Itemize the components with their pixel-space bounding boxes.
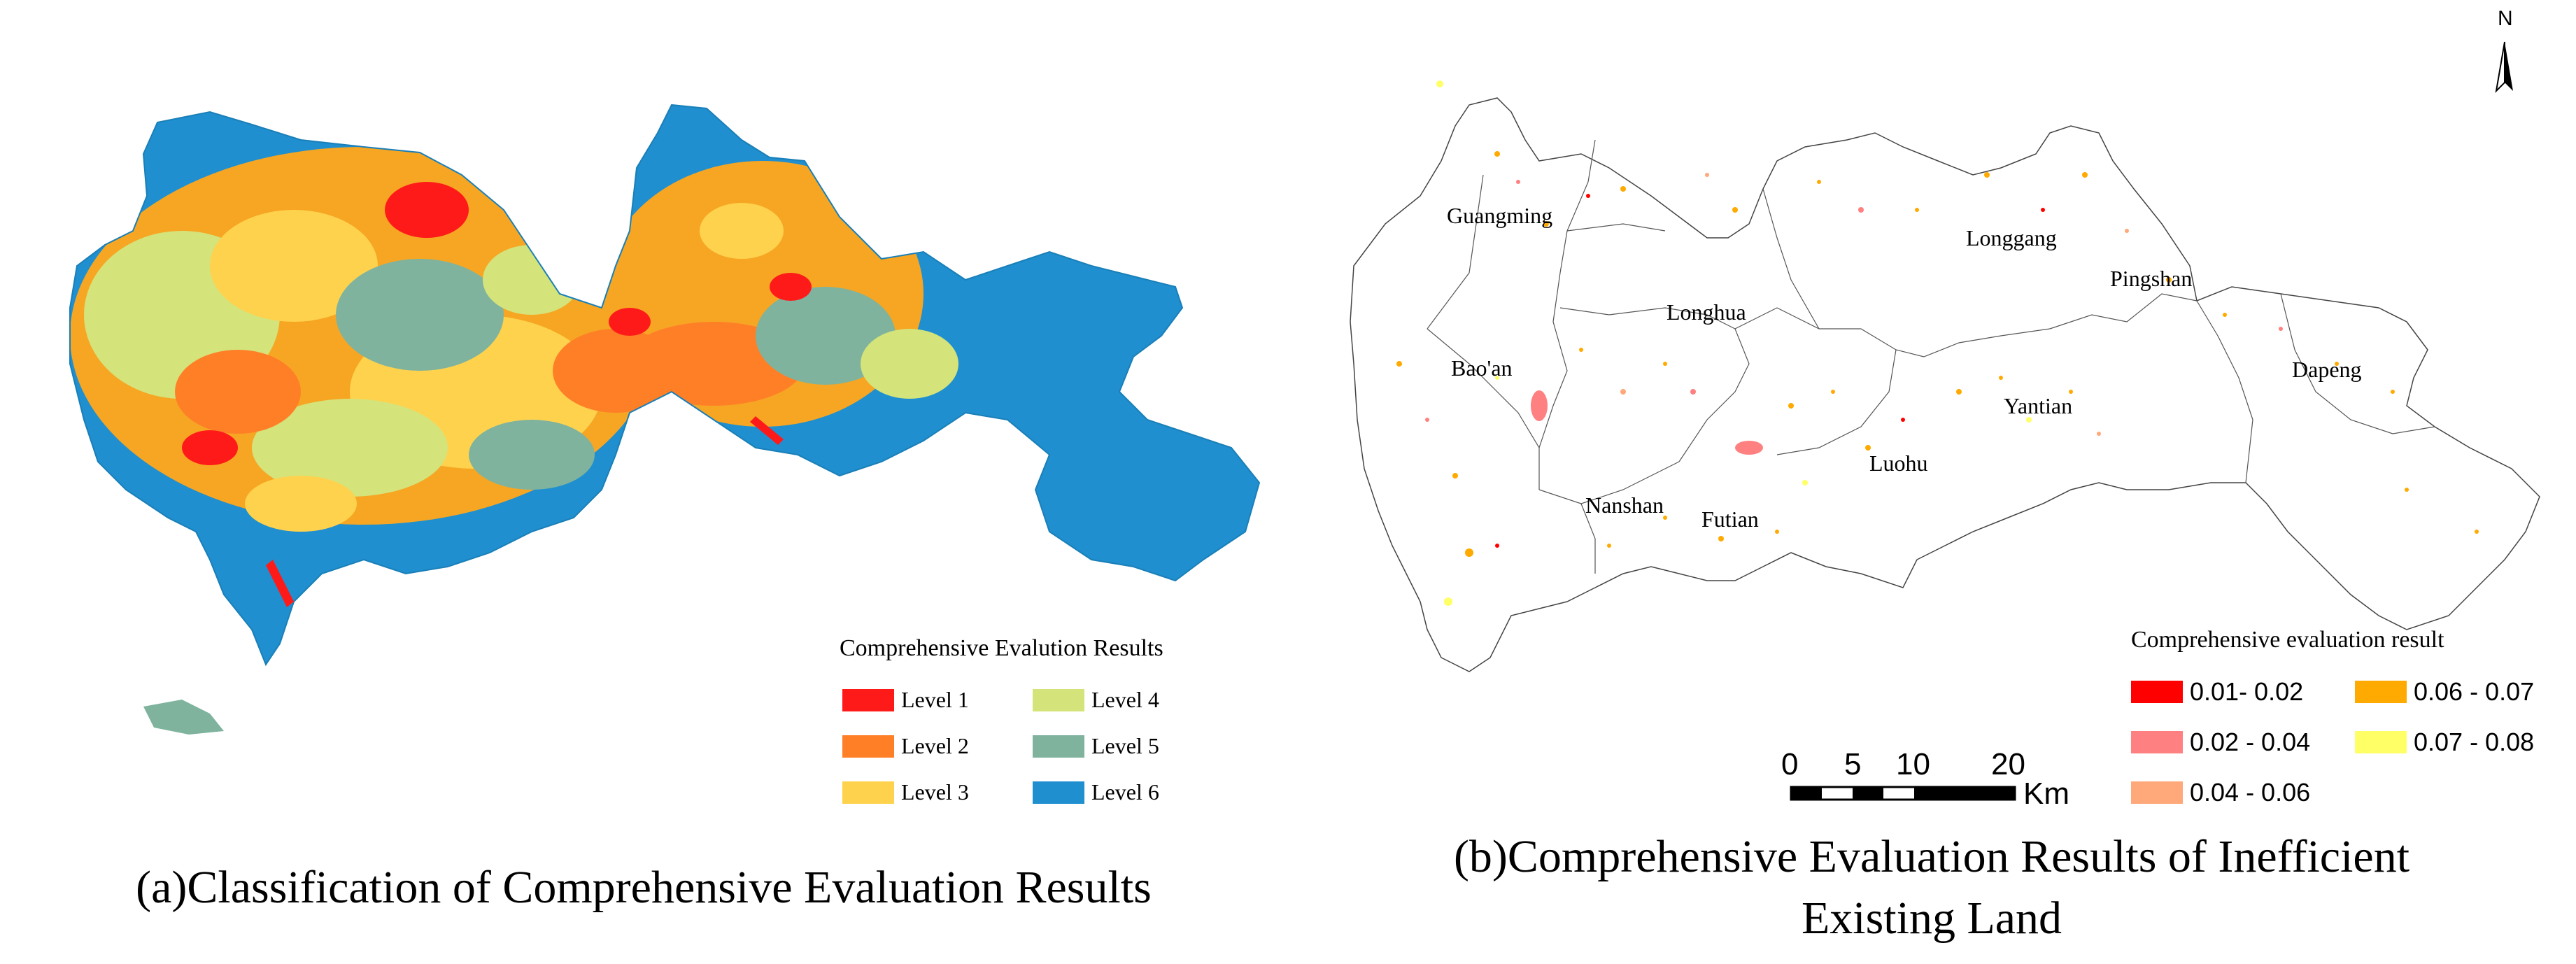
legend-title: Comprehensive Evalution Results <box>840 635 1163 661</box>
legend-label: Level 6 <box>1091 779 1159 804</box>
evaluation-patches <box>1396 80 2479 606</box>
legend-item-range: 0.04 - 0.06 <box>2131 778 2310 807</box>
panel-b-caption-line-1: (b)Comprehensive Evaluation Results of I… <box>1453 831 2410 882</box>
legend-item-level-5: Level 5 <box>1033 733 1159 759</box>
legend-label: 0.04 - 0.06 <box>2190 778 2311 807</box>
scale-tick-label: 0 <box>1781 747 1799 781</box>
legend-swatch <box>2131 781 2183 804</box>
north-label: N <box>2498 7 2513 30</box>
region-outline <box>1350 97 2540 672</box>
legend-item-level-1: Level 1 <box>842 687 969 713</box>
north-arrow-icon <box>2495 41 2513 93</box>
district-label: Nanshan <box>1585 492 1664 518</box>
district-label: Luohu <box>1869 451 1928 476</box>
coast-strip-shape <box>266 560 294 607</box>
scale-tick-label: 10 <box>1896 747 1930 781</box>
legend-item-level-2: Level 2 <box>842 733 969 759</box>
legend-label: Level 2 <box>901 733 969 758</box>
inefficient-land-map <box>1350 41 2540 801</box>
legend-swatch <box>1033 781 1084 804</box>
legend-swatch <box>2131 731 2183 753</box>
legend-label: 0.06 - 0.07 <box>2414 677 2535 706</box>
legend-item-range: 0.06 - 0.07 <box>2355 677 2534 707</box>
legend-label: 0.01- 0.02 <box>2190 677 2304 706</box>
legend-item-range: 0.01- 0.02 <box>2131 677 2303 707</box>
scale-bar <box>1790 786 2016 801</box>
legend-swatch <box>842 688 894 711</box>
island-shape <box>143 700 224 735</box>
panel-a: Comprehensive Evalution Results Level 1 … <box>0 0 1287 964</box>
district-label: Pingshan <box>2110 266 2193 291</box>
district-boundaries <box>1427 139 2435 574</box>
legend-item-level-3: Level 3 <box>842 779 969 805</box>
district-label: Dapeng <box>2292 357 2362 382</box>
legend-label: 0.02 - 0.04 <box>2190 728 2311 756</box>
district-label: Guangming <box>1447 203 1553 228</box>
legend-swatch <box>842 735 894 758</box>
scale-tick-label: 20 <box>1991 747 2025 781</box>
district-label: Yantian <box>2004 393 2073 418</box>
legend-item-range: 0.02 - 0.04 <box>2131 728 2310 757</box>
classification-map <box>69 104 1260 735</box>
scale-unit-label: Km <box>2023 777 2069 811</box>
legend-swatch <box>842 781 894 804</box>
legend-item-level-6: Level 6 <box>1033 779 1159 805</box>
scale-tick-label: 5 <box>1844 747 1862 781</box>
legend-swatch <box>1033 735 1084 758</box>
legend-label: 0.07 - 0.08 <box>2414 728 2535 756</box>
legend-label: Level 5 <box>1091 733 1159 758</box>
district-label: Futian <box>1701 506 1759 532</box>
district-label: Bao'an <box>1451 355 1513 381</box>
legend-swatch <box>2131 681 2183 703</box>
legend-item-level-4: Level 4 <box>1033 687 1159 713</box>
legend-title: Comprehensive evaluation result <box>2131 627 2444 653</box>
panel-b-caption-line-2: Existing Land <box>1801 893 2062 944</box>
coast-strip-shape <box>750 416 784 445</box>
legend-swatch <box>1033 688 1084 711</box>
legend-item-range: 0.07 - 0.08 <box>2355 728 2534 757</box>
legend-label: Level 1 <box>901 687 969 712</box>
district-label: Longgang <box>1966 225 2057 250</box>
legend-label: Level 4 <box>1091 687 1159 712</box>
panel-a-caption: (a)Classification of Comprehensive Evalu… <box>136 862 1152 913</box>
legend-swatch <box>2355 731 2407 753</box>
district-label: Longhua <box>1666 299 1746 325</box>
panel-b: N Guangming Longhua Bao'an Nanshan Futia… <box>1287 0 2576 964</box>
legend-label: Level 3 <box>901 779 969 804</box>
legend-swatch <box>2355 681 2407 703</box>
